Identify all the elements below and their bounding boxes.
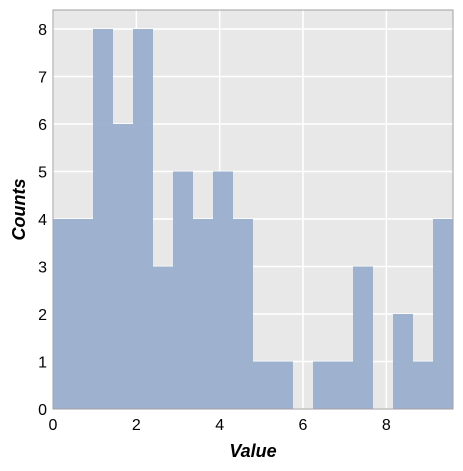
- x-tick-label: 0: [49, 417, 58, 434]
- histogram-bar-2: [113, 124, 133, 409]
- bars: [53, 29, 453, 409]
- y-tick-label: 3: [38, 260, 47, 277]
- y-tick-label: 8: [38, 22, 47, 39]
- histogram-bar-12: [353, 266, 373, 409]
- x-axis-title: Value: [229, 441, 276, 461]
- y-tick-label: 4: [38, 212, 47, 229]
- histogram-bar-14: [393, 314, 413, 409]
- y-tick-labels: 0 1 2 3 4 5 6 7 8: [38, 22, 47, 419]
- y-tick-label: 1: [38, 355, 47, 372]
- histogram-bar-11: [313, 361, 353, 409]
- x-tick-label: 6: [299, 417, 308, 434]
- histogram-bar-15: [413, 361, 433, 409]
- histogram-bar-6: [193, 219, 213, 409]
- histogram-bar-4: [153, 266, 173, 409]
- histogram-bar-3: [133, 29, 153, 409]
- y-tick-label: 2: [38, 307, 47, 324]
- y-axis-title: Counts: [9, 179, 29, 241]
- histogram-bar-7: [213, 171, 233, 409]
- histogram-bar-5: [173, 171, 193, 409]
- y-tick-label: 7: [38, 70, 47, 87]
- x-tick-label: 2: [132, 417, 141, 434]
- x-tick-label: 4: [215, 417, 224, 434]
- x-tick-labels: 0 2 4 6 8: [49, 417, 391, 434]
- histogram-bar-9: [253, 361, 293, 409]
- y-tick-label: 0: [38, 402, 47, 419]
- histogram-bar-16: [433, 219, 453, 409]
- x-tick-label: 8: [382, 417, 391, 434]
- histogram-bar-0: [53, 219, 93, 409]
- y-tick-label: 6: [38, 117, 47, 134]
- histogram-bar-8: [233, 219, 253, 409]
- histogram-bar-1: [93, 29, 113, 409]
- y-tick-label: 5: [38, 165, 47, 182]
- plot-frame: [52, 9, 454, 410]
